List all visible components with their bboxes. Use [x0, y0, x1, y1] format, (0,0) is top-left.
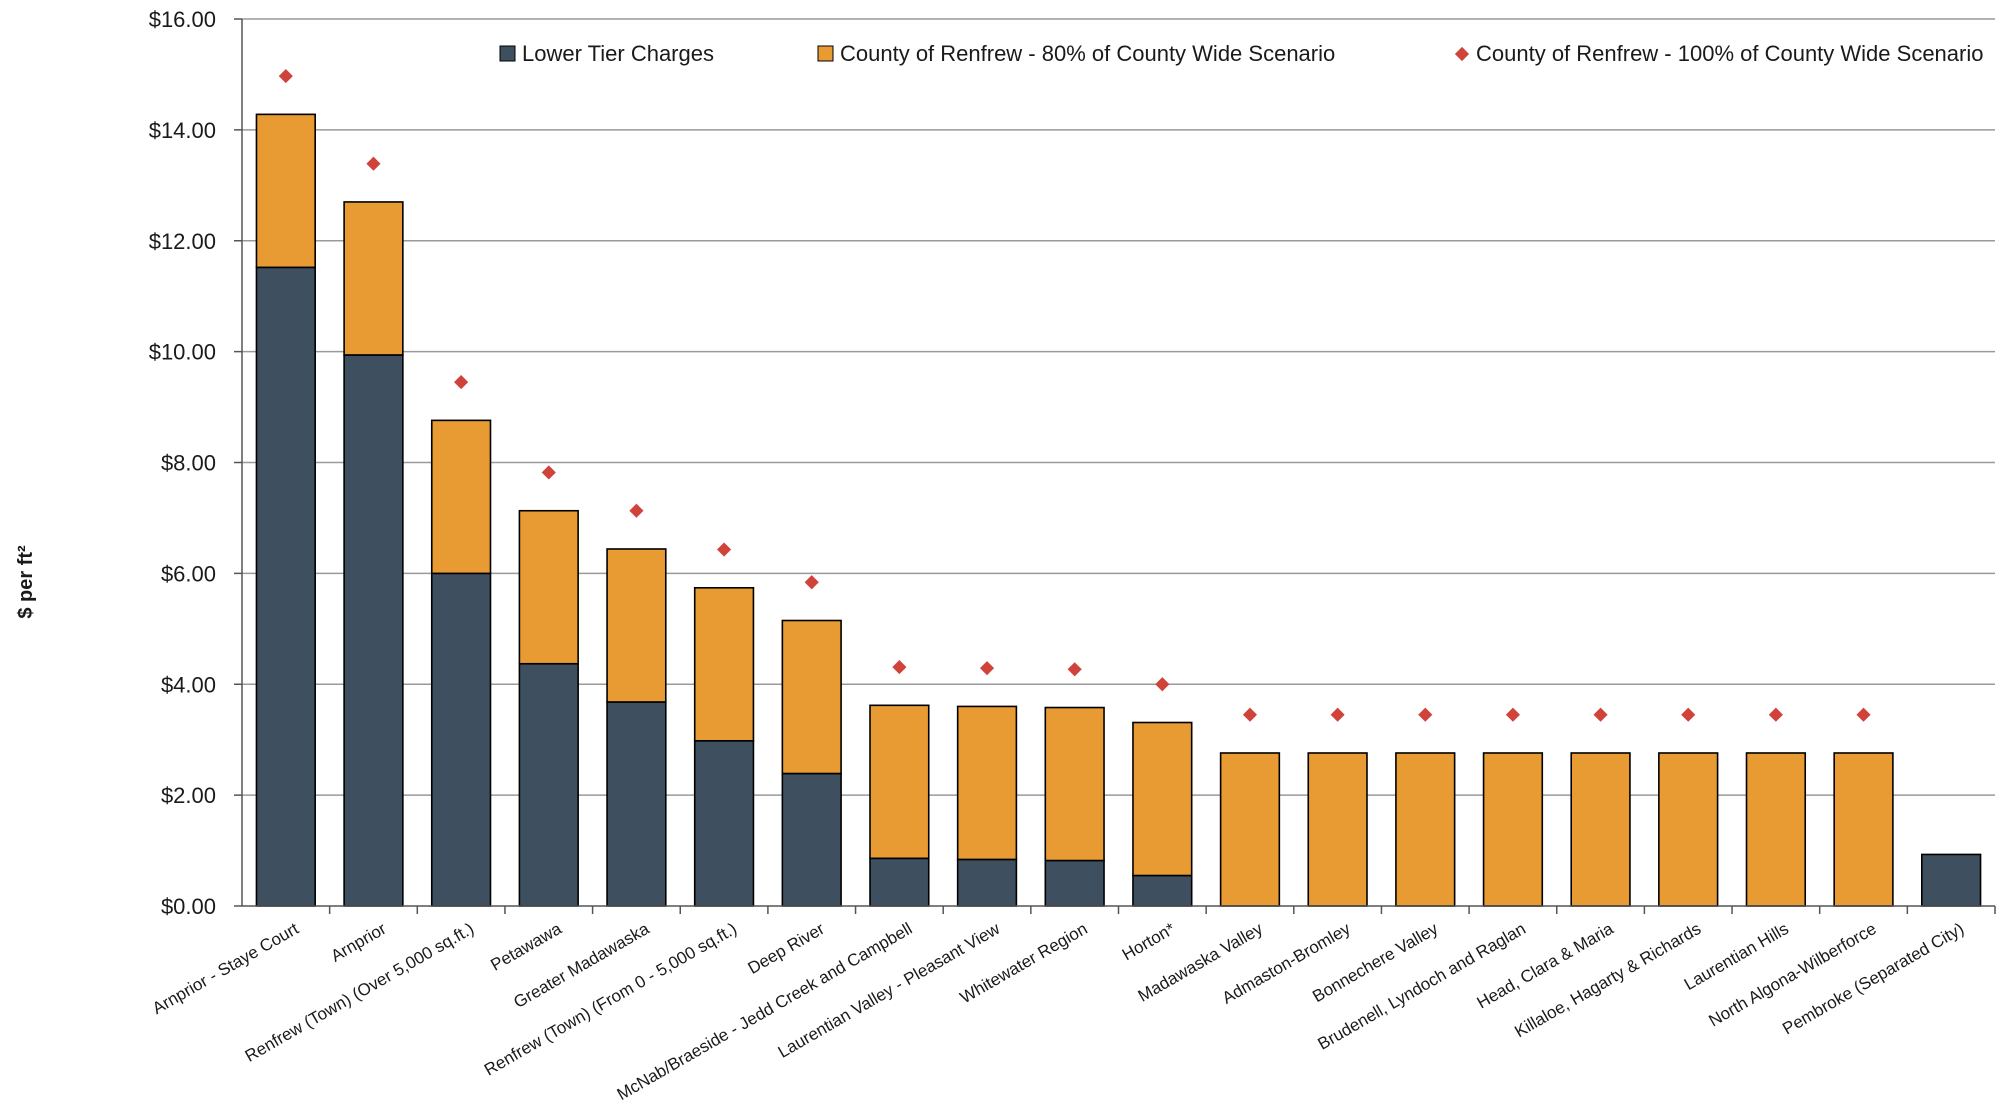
bar-segment-lower-tier: [606, 701, 667, 907]
marker-100-scenario: [892, 659, 907, 675]
y-axis-title: $ per ft²: [15, 545, 37, 619]
bar-segment-80-scenario: [869, 704, 930, 860]
bar-segment-80-scenario: [781, 619, 842, 775]
gridlines: [242, 18, 1995, 796]
bar-segment-lower-tier: [956, 858, 1018, 907]
x-category-label: Arnprior: [328, 919, 390, 966]
bar-segment-80-scenario: [1395, 752, 1456, 907]
bar-segment-80-scenario: [255, 113, 316, 269]
marker-100-scenario: [366, 156, 381, 171]
legend-label-lower-tier: Lower Tier Charges: [522, 41, 714, 66]
legend-marker-100-scenario: [1454, 46, 1470, 62]
bar-segment-80-scenario: [1482, 752, 1544, 907]
x-category-label: Horton*: [1119, 919, 1179, 964]
y-tick-label: $2.00: [161, 783, 216, 808]
bar-segment-80-scenario: [343, 201, 404, 356]
bar-segment-80-scenario: [1658, 752, 1719, 907]
legend-label-80-scenario: County of Renfrew - 80% of County Wide S…: [840, 41, 1335, 66]
x-category-label: Deep River: [745, 919, 828, 978]
marker-100-scenario: [979, 661, 995, 676]
marker-100-scenario: [804, 575, 819, 590]
y-axis-ticks: $0.00 $2.00 $4.00 $6.00 $8.00 $10.00 $12.00 $14…: [149, 7, 242, 919]
markers: [278, 69, 1871, 722]
x-category-label: Arnprior - Staye Court: [149, 919, 302, 1018]
legend-item-80-scenario: County of Renfrew - 80% of County Wide S…: [817, 41, 1335, 66]
x-category-label: Petawawa: [487, 919, 565, 975]
bar-segment-80-scenario: [606, 548, 667, 703]
marker-100-scenario: [454, 375, 469, 390]
bar-segment-lower-tier: [1044, 859, 1105, 907]
legend-label-100-scenario: County of Renfrew - 100% of County Wide …: [1476, 41, 1983, 66]
marker-100-scenario: [541, 465, 556, 480]
y-tick-label: $12.00: [149, 229, 216, 254]
legend-item-100-scenario: County of Renfrew - 100% of County Wide …: [1454, 41, 1983, 66]
marker-100-scenario: [1681, 707, 1696, 722]
y-tick-label: $8.00: [161, 451, 216, 476]
y-tick-label: $10.00: [149, 340, 216, 365]
y-tick-label: $16.00: [149, 7, 216, 32]
legend-item-lower-tier: Lower Tier Charges: [499, 41, 714, 66]
bar-segment-lower-tier: [781, 772, 842, 907]
marker-100-scenario: [1242, 707, 1258, 722]
y-tick-label: $6.00: [161, 561, 216, 586]
bar-segment-80-scenario: [956, 705, 1018, 861]
marker-100-scenario: [278, 69, 293, 84]
bar-segment-lower-tier: [343, 354, 404, 907]
marker-100-scenario: [1418, 707, 1433, 722]
bar-segment-80-scenario: [1745, 752, 1807, 907]
bar-segment-80-scenario: [1219, 752, 1281, 907]
bar-segment-lower-tier: [1132, 874, 1193, 907]
bar-segment-80-scenario: [518, 509, 579, 665]
legend-swatch-lower-tier: [499, 45, 516, 62]
bar-segment-80-scenario: [1132, 721, 1193, 877]
legend: Lower Tier Charges County of Renfrew - 8…: [499, 41, 1983, 66]
y-tick-label: $4.00: [161, 672, 216, 697]
marker-100-scenario: [1593, 707, 1608, 722]
bars: [255, 113, 1982, 907]
bar-segment-lower-tier: [518, 662, 579, 907]
bar-segment-80-scenario: [693, 586, 755, 742]
bar-segment-80-scenario: [1307, 752, 1368, 907]
bar-segment-lower-tier: [1921, 853, 1982, 907]
bar-segment-lower-tier: [869, 857, 930, 907]
legend-swatch-80-scenario: [817, 45, 834, 62]
bar-segment-lower-tier: [430, 572, 492, 907]
bar-segment-80-scenario: [430, 419, 492, 575]
bar-segment-80-scenario: [1570, 752, 1631, 907]
marker-100-scenario: [1768, 707, 1783, 722]
marker-100-scenario: [717, 542, 732, 557]
marker-100-scenario: [629, 503, 644, 518]
bar-segment-lower-tier: [693, 739, 755, 907]
bar-segment-80-scenario: [1833, 752, 1894, 907]
marker-100-scenario: [1067, 662, 1082, 677]
bar-segment-80-scenario: [1044, 706, 1105, 862]
marker-100-scenario: [1155, 677, 1170, 692]
marker-100-scenario: [1856, 707, 1871, 722]
bar-segment-lower-tier: [255, 266, 316, 907]
y-tick-label: $14.00: [149, 118, 216, 143]
y-tick-label: $0.00: [161, 894, 216, 919]
marker-100-scenario: [1505, 707, 1520, 722]
marker-100-scenario: [1330, 707, 1345, 722]
